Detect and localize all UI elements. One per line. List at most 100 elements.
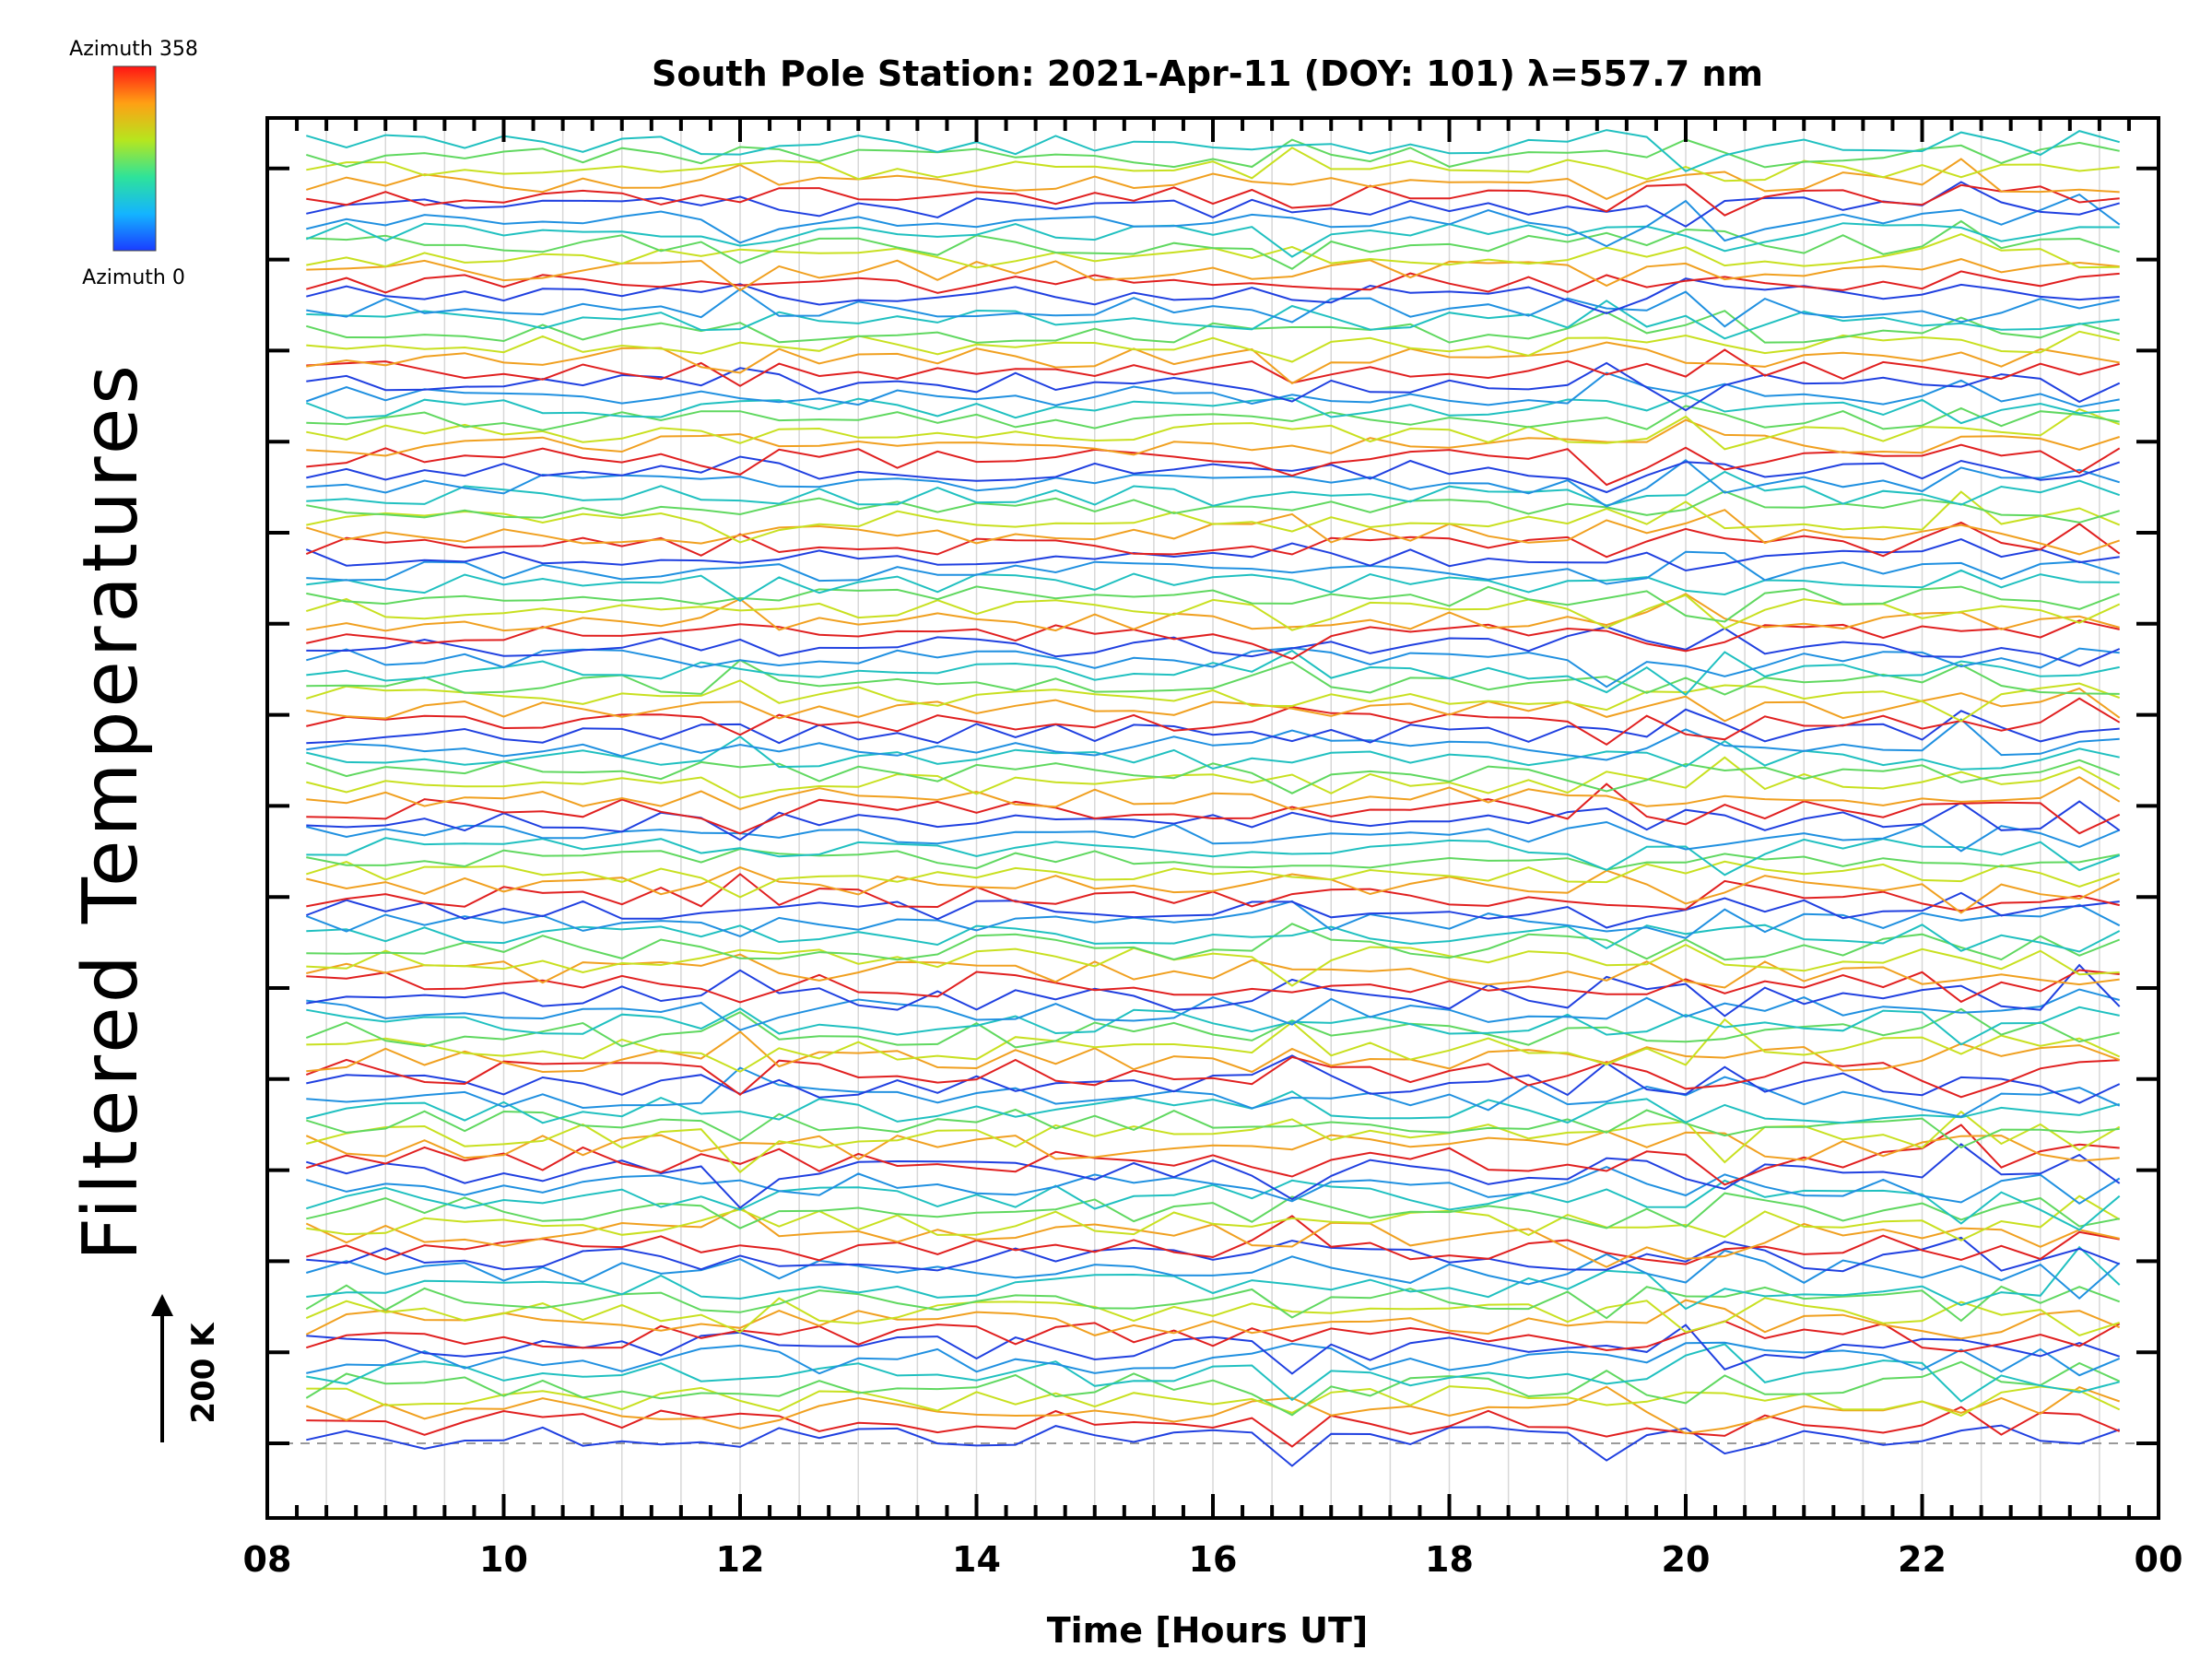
series-line	[306, 679, 2121, 723]
series-line	[305, 1130, 2120, 1162]
colorbar-legend: Azimuth 358 Azimuth 0	[69, 38, 198, 289]
scale-bar: 200 K	[151, 1294, 222, 1442]
series-line	[306, 330, 2120, 363]
series-line	[306, 776, 2121, 811]
series-line	[305, 538, 2120, 572]
series-line	[306, 756, 2121, 799]
series-line	[306, 860, 2121, 899]
series-line	[305, 1284, 2121, 1323]
series-line	[306, 646, 2120, 688]
series-line	[305, 1385, 2121, 1435]
series-line	[306, 288, 2120, 328]
series-line	[306, 1143, 2121, 1209]
series-line	[306, 923, 2121, 961]
series-line	[306, 1179, 2121, 1231]
x-tick-label: 20	[1662, 1539, 1711, 1580]
series-line	[306, 455, 2121, 494]
series-line	[306, 969, 2120, 1004]
series-line	[306, 158, 2120, 201]
series-line	[306, 418, 2121, 457]
series-line	[305, 891, 2120, 929]
legend-top-label: Azimuth 358	[69, 38, 198, 61]
x-tick-label: 22	[1898, 1539, 1947, 1580]
x-tick-label: 18	[1425, 1539, 1474, 1580]
series-line	[306, 147, 2120, 182]
x-tick-label: 08	[243, 1539, 292, 1580]
series-line	[306, 708, 2120, 745]
series-line	[306, 1324, 2121, 1375]
series-line	[306, 1110, 2121, 1174]
scale-arrow-head	[151, 1294, 173, 1316]
series-line	[306, 658, 2120, 696]
series-line	[305, 1299, 2121, 1340]
series-line	[305, 221, 2120, 258]
x-tick-label: 00	[2135, 1539, 2183, 1580]
series-line	[306, 963, 2121, 1018]
series-line	[306, 459, 2120, 508]
series-line	[306, 837, 2121, 877]
x-tick-labels: 08 10 12 14 16 18 20 22 00	[243, 1539, 2183, 1580]
series-line	[306, 470, 2121, 507]
series-line	[306, 1194, 2121, 1241]
series-line	[306, 1006, 2120, 1046]
series-line	[306, 1385, 2121, 1418]
x-axis-label: Time [Hours UT]	[1047, 1610, 1369, 1651]
series-line	[306, 593, 2120, 632]
series-line	[305, 521, 2121, 559]
series-line	[306, 800, 2121, 841]
series-line	[306, 1166, 2121, 1206]
series-line	[306, 181, 2120, 228]
series-line	[306, 310, 2120, 344]
series-line	[306, 953, 2120, 989]
y-axis-label: Filtered Temperatures	[67, 361, 155, 1261]
series-line	[306, 569, 2120, 603]
series-line	[306, 1090, 2120, 1124]
axis-ticks	[265, 118, 2160, 1518]
series-line	[305, 759, 2121, 794]
series-line	[306, 619, 2120, 661]
series-line	[305, 1007, 2120, 1049]
series-line	[306, 407, 2121, 451]
colorbar	[112, 65, 157, 252]
series-line	[306, 129, 2120, 172]
scale-bar-label: 200 K	[185, 1322, 222, 1424]
legend-bottom-label: Azimuth 0	[82, 266, 185, 289]
x-tick-label: 14	[952, 1539, 1001, 1580]
series-line	[306, 183, 2120, 217]
series-line	[306, 1236, 2121, 1273]
series-line	[306, 687, 2121, 723]
series-line	[306, 270, 2120, 294]
series-line	[306, 341, 2120, 385]
series-line	[305, 371, 2120, 408]
series-line	[306, 443, 2121, 487]
series-line	[306, 1124, 2120, 1186]
series-line	[306, 626, 2121, 667]
series-line	[306, 1054, 2121, 1104]
series-line	[305, 394, 2120, 425]
series-line	[306, 782, 2121, 835]
series-line	[306, 718, 2120, 761]
series-line	[306, 988, 2120, 1031]
series-line	[306, 735, 2120, 771]
series-line	[306, 1108, 2120, 1149]
series-line	[306, 1192, 2120, 1230]
series-line	[305, 1360, 2121, 1417]
series-line	[306, 1030, 2121, 1074]
plot-area: 08 10 12 14 16 18 20 22 00	[243, 116, 2183, 1580]
series-line	[306, 649, 2120, 697]
series-line	[306, 1245, 2121, 1311]
series-line	[306, 924, 2121, 953]
series-line	[306, 1341, 2121, 1377]
series-line	[306, 820, 2121, 853]
series-line	[306, 550, 2120, 585]
series-line	[306, 847, 2120, 871]
x-tick-label: 10	[479, 1539, 528, 1580]
series-line	[306, 1343, 2120, 1403]
series-line	[306, 1066, 2121, 1118]
series-line	[306, 258, 2120, 292]
series-line	[306, 1406, 2121, 1448]
series-line	[306, 361, 2121, 412]
series-line	[306, 193, 2121, 248]
series-line	[305, 900, 2121, 939]
series-line	[306, 1320, 2121, 1353]
